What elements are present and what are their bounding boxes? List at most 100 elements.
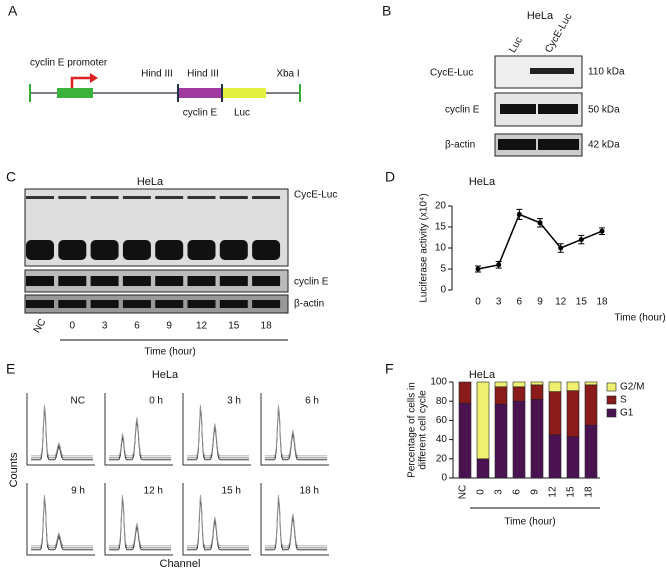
bar-segment — [458, 402, 472, 479]
histogram-axes — [260, 393, 329, 466]
row-label: CycE-Luc — [430, 68, 473, 79]
histograms: NC 0 h 3 h 6 h 9 h 12 h 15 h 18 h — [26, 393, 329, 556]
bar-segment — [512, 400, 526, 479]
histogram-axes — [26, 483, 95, 556]
histogram-trace — [187, 494, 249, 547]
x-tick-label: 12 — [555, 297, 567, 308]
x-tick-label: 18 — [596, 297, 608, 308]
x-axis-label: Time (hour) — [504, 517, 555, 528]
histogram-trace — [31, 494, 93, 547]
row-label: cyclin E — [294, 277, 329, 288]
blot-band — [500, 104, 536, 114]
histogram-trace — [187, 408, 249, 461]
blot-band — [252, 196, 281, 199]
bar-segment — [458, 381, 472, 404]
y-tick-label: 80 — [436, 396, 448, 407]
blot-band — [538, 139, 579, 150]
y-tick-label: 60 — [436, 415, 448, 426]
bar-segment — [530, 381, 544, 386]
promoter-arrow-head — [90, 73, 98, 83]
legend-label: G1 — [620, 408, 634, 419]
y-tick-label: 20 — [436, 453, 448, 464]
histogram-trace — [265, 404, 327, 457]
row-label: β-actin — [445, 140, 475, 151]
histogram-axes — [182, 393, 251, 466]
histogram-label: 18 h — [300, 486, 319, 497]
legend-swatch — [606, 395, 617, 405]
y-tick-label: 0 — [441, 473, 447, 484]
site-label: Xba I — [276, 69, 299, 80]
histogram-trace — [31, 498, 93, 551]
lane-label: 18 — [261, 321, 273, 332]
blot-band — [58, 300, 87, 308]
histogram-trace — [109, 420, 171, 461]
row-label: cyclin E — [445, 105, 480, 116]
data-point — [516, 211, 522, 217]
blot-band — [90, 300, 119, 308]
bar-segment — [584, 424, 598, 479]
histogram-trace — [109, 496, 171, 549]
y-tick-label: 40 — [436, 434, 448, 445]
blot-band — [187, 196, 216, 199]
legend-label: G2/M — [620, 382, 644, 393]
y-tick-label: 0 — [440, 285, 446, 296]
blot-band — [122, 276, 151, 286]
histogram-trace — [109, 416, 171, 457]
blot-band — [122, 196, 151, 199]
bar-segment — [548, 391, 562, 436]
data-point — [599, 228, 605, 234]
histogram-trace — [31, 496, 93, 549]
y-axis-label: Luciferase activity (x10⁴) — [419, 193, 430, 302]
blot-band — [530, 68, 574, 74]
histogram-trace — [265, 406, 327, 459]
blot-band — [155, 196, 184, 199]
legend-swatch — [606, 382, 617, 392]
site-label: Hind III — [187, 69, 219, 80]
chart-title: HeLa — [469, 369, 496, 381]
panel-label: F — [385, 361, 394, 377]
bar-segment — [494, 403, 508, 479]
blot-band — [90, 196, 119, 199]
x-axis-label: Channel — [160, 558, 201, 570]
bar-segment — [530, 384, 544, 400]
histogram-axes — [260, 483, 329, 556]
blot-band — [252, 300, 281, 308]
bar-segment — [494, 381, 508, 388]
blot-band — [26, 300, 54, 308]
bar-segment — [494, 386, 508, 405]
panel-title: HeLa — [137, 176, 164, 188]
histogram-trace — [265, 408, 327, 461]
data-point — [475, 266, 481, 272]
x-tick-label: NC — [458, 485, 469, 499]
histogram-trace — [265, 498, 327, 551]
y-axis-label: Percentage of cells in — [407, 382, 418, 478]
legend-label: S — [620, 395, 627, 406]
bar-segment — [584, 384, 598, 426]
y-tick-label: 15 — [435, 222, 447, 233]
x-axis-label: Time (hour) — [144, 347, 195, 358]
x-tick-label: 0 — [476, 489, 487, 495]
histogram-trace — [109, 498, 171, 551]
histogram-trace — [187, 406, 249, 459]
histogram-trace — [265, 494, 327, 547]
histogram-label: 6 h — [305, 396, 319, 407]
blot-band — [90, 276, 119, 286]
x-tick-label: 12 — [548, 486, 559, 498]
histogram-trace — [31, 404, 93, 457]
bar-segment — [512, 381, 526, 388]
x-tick-label: 6 — [512, 489, 523, 495]
blot-band — [219, 300, 248, 308]
data-point — [558, 245, 564, 251]
size-label: 42 kDa — [588, 140, 620, 151]
data-point — [578, 237, 584, 243]
data-point — [537, 220, 543, 226]
blot-band — [252, 240, 281, 260]
bar-segment — [566, 390, 580, 438]
blot-band — [219, 196, 248, 199]
panel-title: HeLa — [527, 10, 554, 22]
x-tick-label: 15 — [566, 486, 577, 498]
panel-title: HeLa — [152, 369, 179, 381]
blot-band — [187, 240, 216, 260]
bar-segment — [548, 381, 562, 392]
lane-label: 15 — [228, 321, 240, 332]
